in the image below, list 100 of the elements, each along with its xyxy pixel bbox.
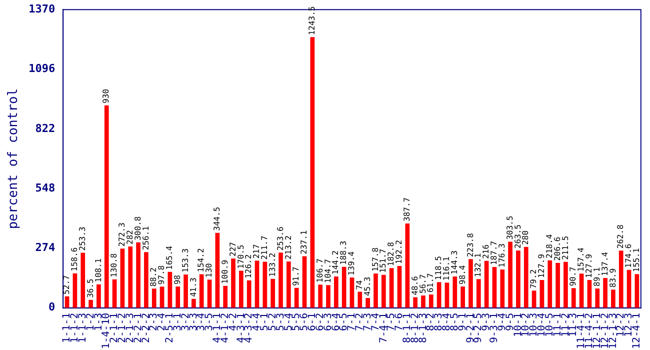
data-label: 116.1 — [442, 256, 452, 281]
bar — [524, 246, 528, 308]
bar — [152, 288, 156, 308]
bar — [262, 262, 268, 308]
bar — [342, 266, 346, 308]
bar — [239, 270, 244, 308]
data-label: 176.3 — [497, 243, 506, 268]
data-label: 127.9 — [584, 254, 594, 278]
bar — [571, 288, 576, 308]
bar — [500, 269, 505, 308]
bar — [484, 260, 489, 308]
bar — [389, 268, 394, 308]
data-label: 930 — [102, 88, 111, 104]
bar — [540, 280, 544, 308]
data-label: 106.7 — [315, 258, 324, 283]
bar — [80, 252, 86, 308]
data-label: 206.6 — [552, 236, 562, 261]
data-label: 108.1 — [94, 258, 103, 282]
data-label: 223.8 — [466, 232, 475, 258]
data-label: 165.4 — [165, 246, 174, 270]
data-label: 1243.5 — [308, 6, 316, 36]
bar — [381, 274, 386, 308]
bar — [516, 250, 520, 308]
data-label: 253.3 — [78, 226, 87, 251]
bar — [334, 276, 338, 308]
bar — [286, 261, 291, 308]
bar — [564, 262, 568, 308]
data-label: 256.1 — [141, 226, 150, 250]
bar — [436, 282, 442, 308]
data-label: 100.9 — [220, 260, 230, 284]
data-label: 300.8 — [133, 216, 142, 240]
data-label: 182.8 — [386, 242, 396, 266]
data-label: 144.2 — [331, 250, 340, 274]
data-label: 217 — [252, 244, 262, 259]
data-label: 144.3 — [450, 250, 459, 274]
data-label: 187.7 — [490, 240, 499, 266]
data-label: 98 — [172, 274, 182, 285]
data-label: 157.8 — [370, 247, 380, 272]
data-label: 130.8 — [110, 253, 119, 278]
bar — [215, 232, 220, 308]
y-tick-label: 1096 — [28, 62, 56, 76]
bar — [444, 282, 450, 308]
data-label: 153.3 — [180, 248, 190, 272]
bar — [413, 297, 418, 308]
bar — [278, 252, 283, 308]
data-label: 227 — [228, 242, 238, 256]
bar — [460, 286, 465, 308]
bar — [72, 273, 78, 308]
data-label: 218.4 — [544, 234, 554, 258]
data-label: 91.7 — [292, 266, 301, 286]
data-label: 188.3 — [339, 240, 348, 265]
bar — [168, 272, 172, 308]
data-label: 88.2 — [149, 267, 158, 287]
data-label: 282 — [125, 230, 134, 244]
bar — [160, 286, 164, 308]
data-label: 211.5 — [560, 236, 570, 260]
bar — [492, 267, 497, 308]
bar — [192, 298, 196, 308]
bar — [532, 290, 536, 308]
bar — [326, 285, 330, 308]
bar — [294, 288, 299, 308]
data-label: 133.2 — [268, 252, 277, 277]
bar — [428, 294, 434, 308]
data-label: 263.5 — [513, 224, 522, 249]
data-label: 174.6 — [624, 244, 634, 268]
data-label: 79.2 — [529, 269, 538, 289]
bar — [184, 274, 188, 308]
y-tick-label: 822 — [35, 122, 56, 135]
bar — [199, 274, 204, 308]
data-label: 253.6 — [276, 226, 285, 251]
data-label: 61.7 — [426, 272, 436, 292]
data-label: 213.2 — [284, 235, 293, 260]
data-label: 126.2 — [244, 254, 254, 278]
data-label: 89.1 — [592, 267, 602, 286]
bar — [136, 242, 140, 308]
data-label: 280 — [521, 230, 530, 245]
data-label: 83.9 — [608, 268, 618, 288]
bar — [270, 278, 276, 308]
data-label: 192.2 — [394, 240, 404, 264]
bar — [595, 288, 600, 308]
y-tick-label: 274 — [35, 241, 56, 254]
data-label: 154.2 — [196, 248, 206, 272]
bar — [176, 286, 180, 308]
bar — [611, 290, 616, 308]
data-label: 139.4 — [347, 251, 356, 276]
bar — [626, 270, 632, 308]
bar — [548, 260, 552, 308]
data-label: 132.1 — [474, 252, 483, 278]
data-label: 211.7 — [260, 236, 270, 260]
data-label: 45.3 — [362, 276, 372, 296]
data-label: 170.5 — [236, 244, 246, 269]
data-label: 387.7 — [402, 197, 412, 222]
bar — [112, 279, 117, 308]
bar — [556, 262, 560, 308]
bar — [358, 292, 362, 308]
data-label: 48.6 — [410, 276, 420, 296]
data-label: 98.4 — [458, 265, 467, 284]
data-label: 127.9 — [537, 254, 546, 278]
data-label: 216 — [482, 244, 491, 259]
bar — [508, 242, 512, 308]
